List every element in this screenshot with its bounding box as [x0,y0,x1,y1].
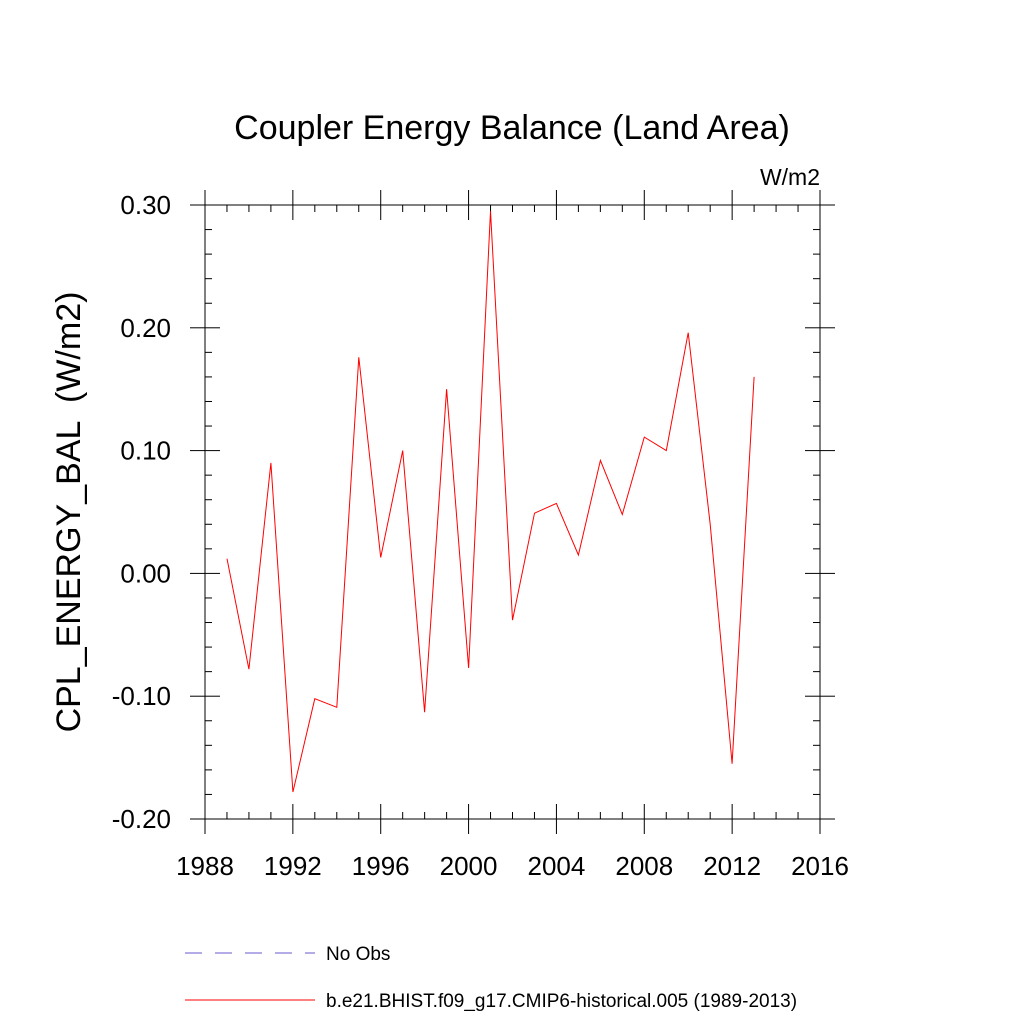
x-tick-label: 2004 [528,851,586,881]
plot-frame [204,204,821,820]
legend: No Obs b.e21.BHIST.f09_g17.CMIP6-histori… [185,944,797,1012]
x-tick-label: 2000 [440,851,498,881]
x-tick-label: 1988 [176,851,234,881]
chart-title: Coupler Energy Balance (Land Area) [234,109,790,147]
x-tick-label: 2008 [615,851,673,881]
x-tick-label: 2016 [791,851,849,881]
x-axis: 1988 1992 1996 2000 2004 2008 2012 2016 [176,190,849,881]
legend-item-model-run: b.e21.BHIST.f09_g17.CMIP6-historical.005… [185,991,797,1012]
y-tick-label: 0.30 [120,190,171,220]
legend-label-no-obs: No Obs [326,944,390,965]
series-layer [226,211,755,793]
x-tick-label: 2012 [703,851,761,881]
x-tick-label: 1992 [264,851,322,881]
x-tick-label: 1996 [352,851,410,881]
legend-item-no-obs: No Obs [185,944,390,965]
legend-label-model-run: b.e21.BHIST.f09_g17.CMIP6-historical.005… [326,991,797,1012]
y-tick-label: -0.10 [112,681,171,711]
y-axis: -0.20 -0.10 0.00 0.10 0.20 0.30 [112,190,835,834]
y-axis-label: CPL_ENERGY_BAL (W/m2) [50,292,88,733]
y-tick-label: -0.20 [112,804,171,834]
series-line-1 [226,211,755,793]
units-label: W/m2 [760,164,820,190]
y-tick-label: 0.00 [120,558,171,588]
y-tick-label: 0.10 [120,436,171,466]
y-tick-label: 0.20 [120,313,171,343]
